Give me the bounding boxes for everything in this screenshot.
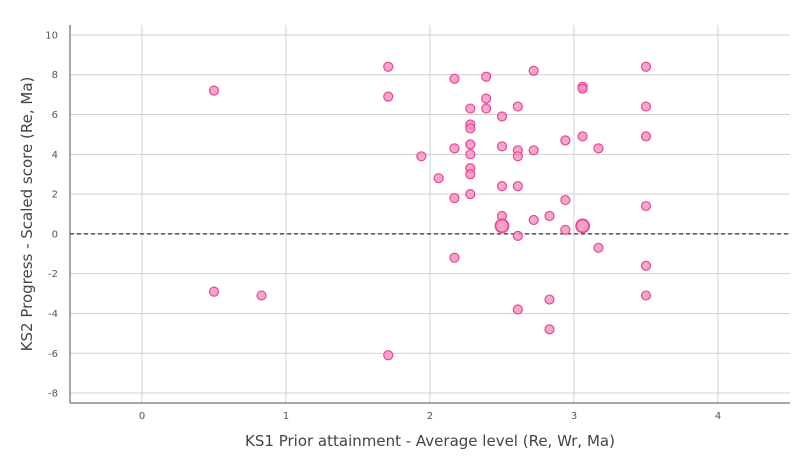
data-point — [640, 131, 652, 142]
data-point — [560, 224, 571, 236]
data-point — [496, 181, 508, 192]
data-point — [433, 173, 444, 184]
data-point — [560, 135, 571, 146]
data-point — [208, 85, 220, 96]
data-point — [465, 139, 476, 150]
x-axis-title: KS1 Prior attainment - Average level (Re… — [245, 432, 615, 450]
data-point — [512, 230, 523, 241]
data-point — [496, 141, 508, 152]
x-tick-label: 1 — [283, 411, 289, 422]
data-point — [640, 260, 652, 271]
data-point — [256, 290, 267, 301]
data-point — [383, 350, 394, 361]
y-tick-label: -8 — [48, 389, 58, 400]
data-point — [593, 143, 604, 154]
data-point — [465, 103, 476, 114]
y-tick-label: 8 — [52, 70, 58, 81]
y-tick-label: 0 — [52, 229, 58, 240]
y-tick-label: 2 — [52, 190, 58, 201]
y-tick-label: 6 — [52, 110, 58, 121]
data-point — [528, 145, 539, 156]
data-point — [544, 294, 555, 305]
data-point — [449, 192, 460, 204]
x-tick-label: 4 — [715, 411, 721, 422]
y-tick-label: 10 — [45, 30, 58, 41]
data-point — [208, 286, 220, 297]
data-point — [465, 189, 476, 200]
data-point — [577, 131, 588, 142]
data-point — [577, 83, 588, 94]
data-point — [481, 103, 492, 114]
data-point — [575, 218, 591, 234]
data-point — [449, 143, 460, 154]
x-tick-label: 2 — [427, 411, 433, 422]
data-point — [383, 91, 394, 102]
data-point — [383, 61, 394, 72]
data-point — [640, 101, 652, 112]
x-tick-label: 3 — [571, 411, 577, 422]
x-tick-label: 0 — [139, 411, 145, 422]
data-point — [640, 200, 652, 212]
plot-frame — [69, 25, 790, 404]
y-tick-label: 4 — [52, 150, 58, 161]
data-point — [512, 304, 523, 315]
data-point — [465, 123, 476, 134]
data-point — [640, 290, 652, 301]
grid-lines — [70, 25, 790, 403]
data-point — [465, 169, 476, 180]
data-point — [416, 151, 427, 162]
data-point — [512, 101, 523, 112]
x-tick-labels: 0 1 2 3 4 — [139, 411, 721, 422]
data-point — [512, 151, 523, 162]
y-tick-label: -2 — [48, 269, 58, 280]
data-point — [481, 93, 492, 104]
data-point — [528, 65, 539, 76]
data-point — [544, 324, 555, 335]
data-point — [560, 194, 571, 206]
data-point — [528, 214, 539, 226]
data-point — [449, 252, 460, 263]
data-point — [640, 61, 652, 72]
data-point — [593, 242, 604, 253]
data-point — [496, 111, 508, 122]
data-points — [208, 61, 652, 361]
y-tick-label: -6 — [48, 349, 58, 360]
y-tick-labels: -8 -6 -4 -2 0 2 4 6 8 10 — [45, 30, 58, 399]
y-tick-label: -4 — [48, 309, 58, 320]
y-axis-title: KS2 Progress - Scaled score (Re, Ma) — [18, 77, 36, 352]
data-point — [494, 218, 510, 234]
data-point — [544, 210, 555, 222]
data-point — [449, 73, 460, 84]
data-point — [512, 181, 523, 192]
data-point — [465, 149, 476, 160]
data-point — [481, 71, 492, 82]
